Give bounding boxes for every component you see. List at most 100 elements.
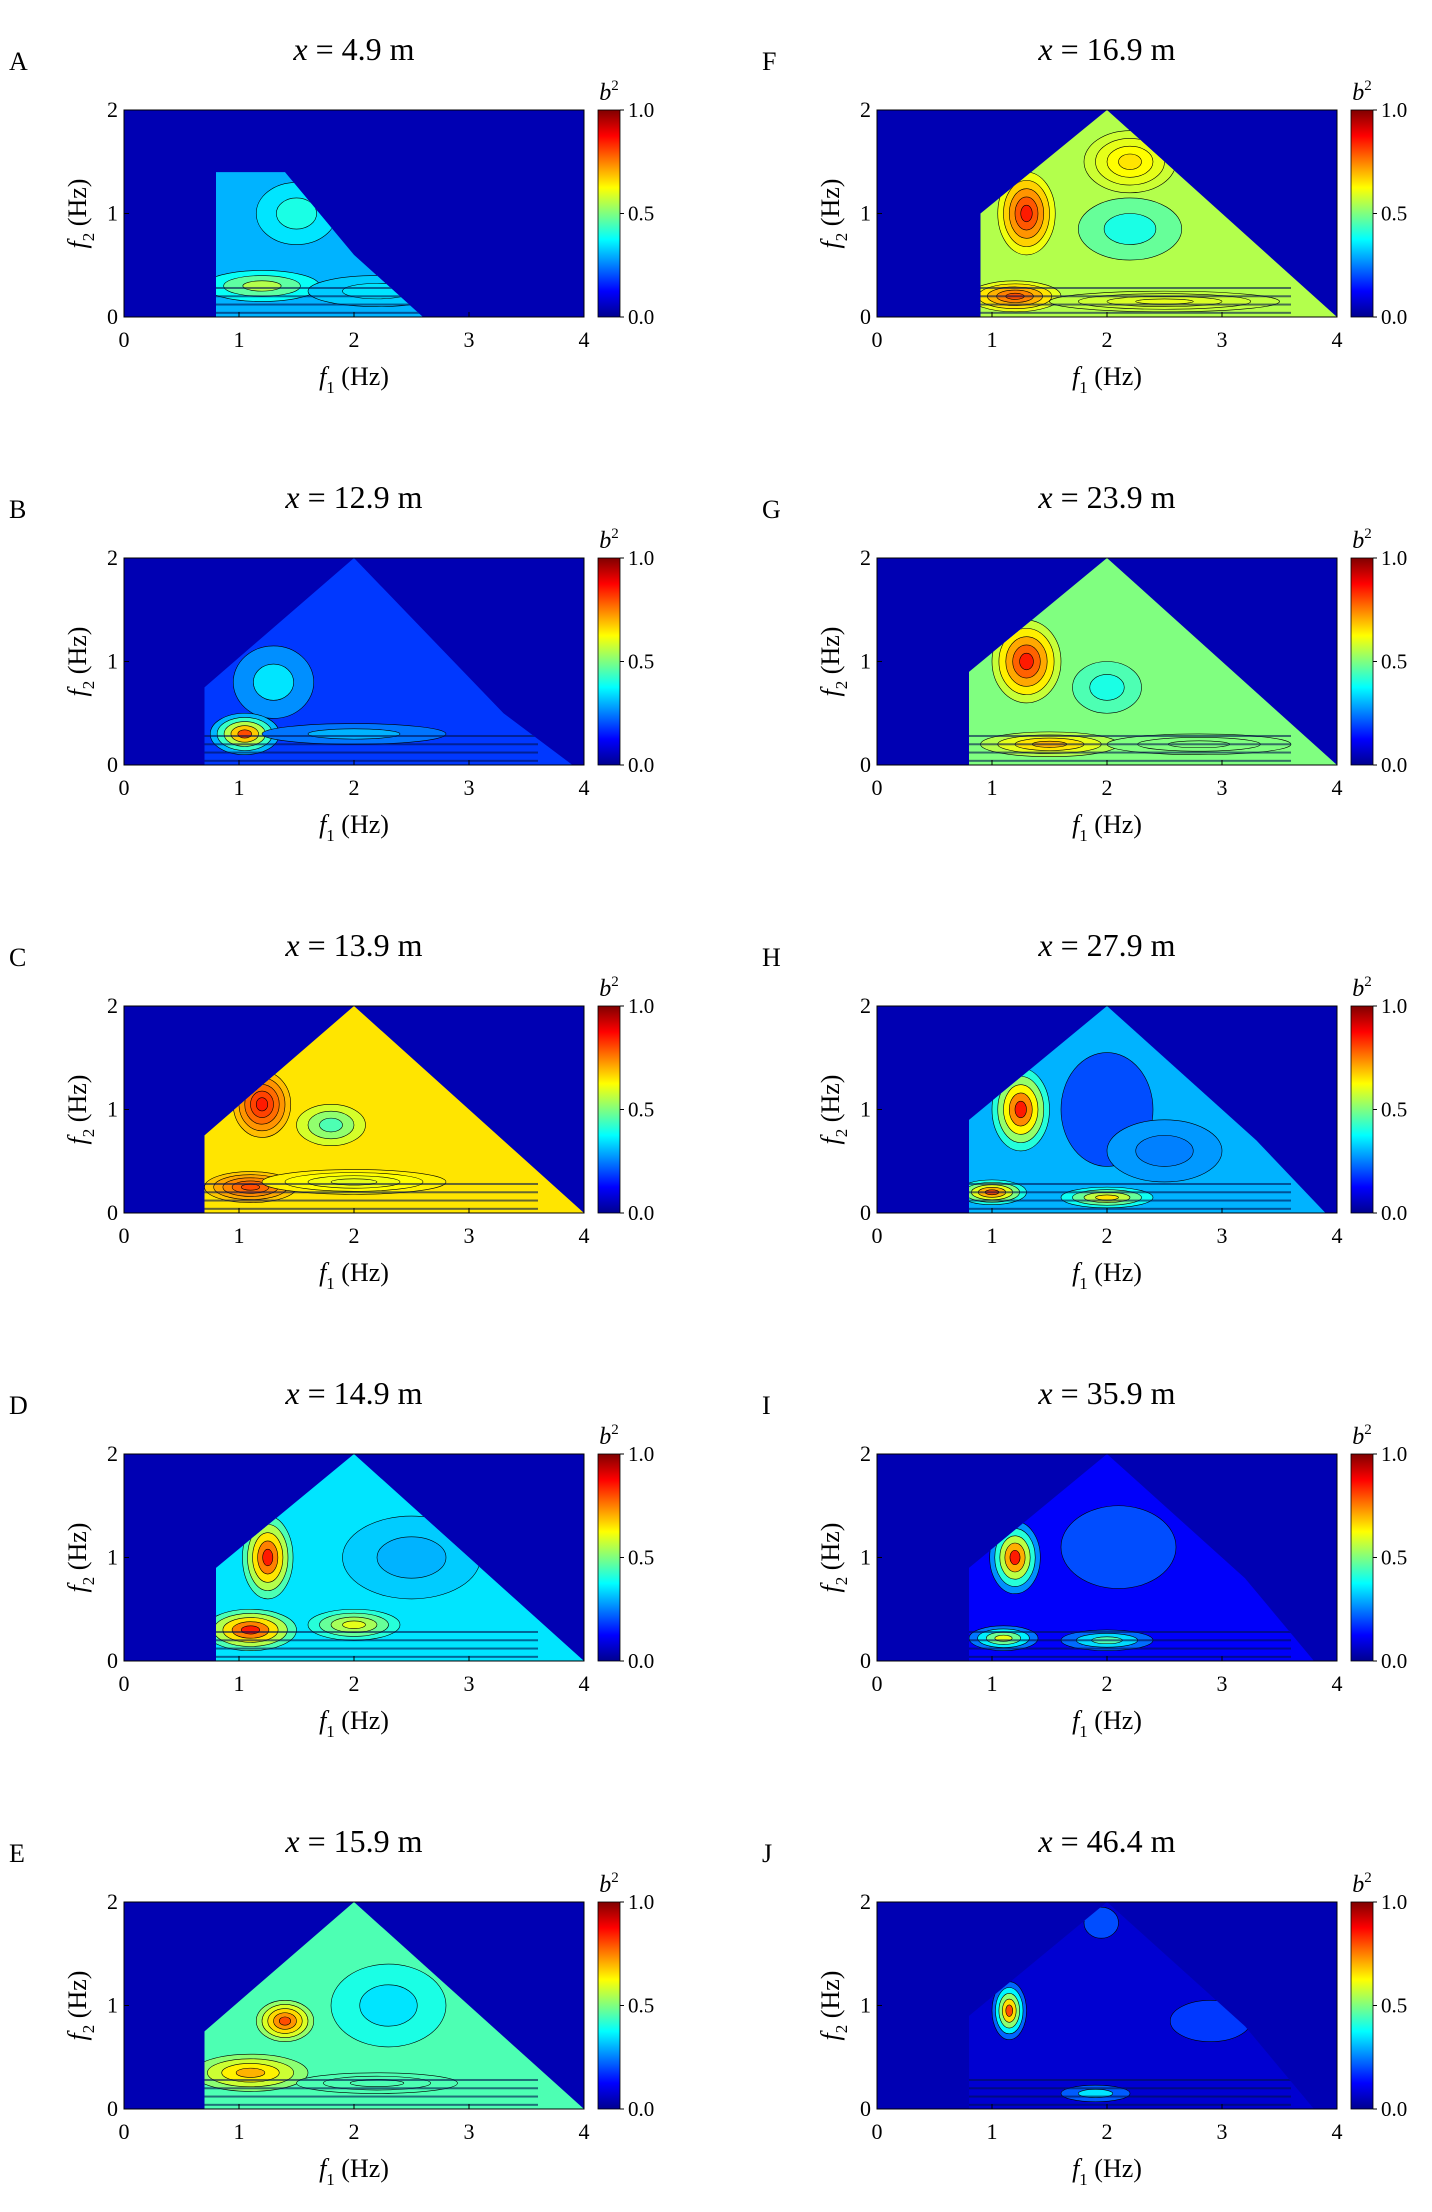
title-value: 35.9 xyxy=(1087,1375,1143,1411)
colorbar-label: b2 xyxy=(599,1870,619,1898)
contour-streak xyxy=(216,1655,538,1658)
colorbar-tick-label: 0.0 xyxy=(1381,305,1407,329)
contour-streak xyxy=(204,1182,538,1185)
y-tick-label: 2 xyxy=(107,1441,118,1466)
y-axis-subscript: 2 xyxy=(79,233,98,242)
title-unit: m xyxy=(390,479,423,515)
contour-level xyxy=(242,280,282,292)
contour-streak xyxy=(204,1207,538,1210)
x-tick-label: 4 xyxy=(579,1671,590,1696)
y-axis-subscript: 2 xyxy=(79,1129,98,1138)
y-axis-label: f2 (Hz) xyxy=(63,627,98,697)
panel-letter: A xyxy=(9,47,28,76)
title-value: 23.9 xyxy=(1087,479,1143,515)
colorbar-superscript: 2 xyxy=(611,78,619,94)
x-axis-label: f1 (Hz) xyxy=(319,810,389,845)
contour-streak xyxy=(969,751,1291,754)
x-tick-label: 4 xyxy=(1332,2119,1343,2144)
x-axis-subscript: 1 xyxy=(1079,1722,1088,1741)
y-tick-label: 0 xyxy=(860,1200,871,1225)
colorbar-tick-label: 1.0 xyxy=(1381,1442,1407,1466)
x-axis-symbol: f xyxy=(1072,2154,1083,2183)
x-axis-symbol: f xyxy=(319,1258,330,1287)
x-axis-label: f1 (Hz) xyxy=(319,2154,389,2189)
x-tick-label: 1 xyxy=(234,1671,245,1696)
contour-streak xyxy=(204,2103,538,2106)
x-tick-label: 2 xyxy=(1102,2119,1113,2144)
x-tick-label: 3 xyxy=(1217,775,1228,800)
contour-streak xyxy=(969,759,1291,762)
y-tick-label: 2 xyxy=(860,545,871,570)
x-tick-label: 3 xyxy=(1217,2119,1228,2144)
y-tick-label: 0 xyxy=(860,304,871,329)
y-tick-label: 1 xyxy=(860,649,871,674)
contour-streak xyxy=(216,1647,538,1650)
title-equals: = xyxy=(300,479,334,515)
x-axis-label: f1 (Hz) xyxy=(319,1706,389,1741)
title-unit: m xyxy=(1143,479,1176,515)
contour-streak xyxy=(969,1199,1291,1202)
colorbar-tick-label: 1.0 xyxy=(628,994,654,1018)
y-axis-label: f2 (Hz) xyxy=(816,1523,851,1593)
x-axis-subscript: 1 xyxy=(326,1722,335,1741)
contour-streak xyxy=(969,2087,1291,2090)
panel-title: x = 27.9 m xyxy=(1037,927,1175,963)
colorbar-tick-label: 0.0 xyxy=(1381,1201,1407,1225)
y-axis-symbol: f xyxy=(63,685,92,696)
x-tick-label: 0 xyxy=(119,2119,130,2144)
x-tick-label: 2 xyxy=(1102,327,1113,352)
contour-level xyxy=(253,663,294,701)
x-tick-label: 0 xyxy=(872,327,883,352)
y-axis-symbol: f xyxy=(63,1133,92,1144)
colorbar xyxy=(1350,1901,1374,2110)
contour-level xyxy=(1020,204,1033,223)
y-axis-label: f2 (Hz) xyxy=(816,179,851,249)
y-tick-label: 1 xyxy=(860,1993,871,2018)
x-tick-label: 0 xyxy=(872,775,883,800)
y-tick-label: 0 xyxy=(860,2096,871,2121)
y-axis-unit: (Hz) xyxy=(63,1075,92,1129)
title-value: 16.9 xyxy=(1087,31,1143,67)
colorbar-superscript: 2 xyxy=(611,1422,619,1438)
colorbar-symbol: b xyxy=(599,976,611,1002)
y-axis-symbol: f xyxy=(816,1133,845,1144)
y-axis-unit: (Hz) xyxy=(816,1523,845,1577)
title-value: 27.9 xyxy=(1087,927,1143,963)
x-axis-subscript: 1 xyxy=(326,826,335,845)
x-axis-label: f1 (Hz) xyxy=(1072,1258,1142,1293)
y-tick-label: 1 xyxy=(107,201,118,226)
x-axis-symbol: f xyxy=(1072,810,1083,839)
colorbar-tick-label: 1.0 xyxy=(628,98,654,122)
colorbar-tick-label: 1.0 xyxy=(1381,98,1407,122)
y-axis-symbol: f xyxy=(63,1581,92,1592)
x-axis-label: f1 (Hz) xyxy=(1072,2154,1142,2189)
y-tick-label: 2 xyxy=(860,993,871,1018)
panel-title: x = 46.4 m xyxy=(1037,1823,1175,1859)
x-axis-subscript: 1 xyxy=(326,2170,335,2189)
colorbar-tick-label: 1.0 xyxy=(1381,546,1407,570)
x-tick-label: 2 xyxy=(1102,775,1113,800)
contour-level xyxy=(307,728,401,740)
contour-level xyxy=(1005,2004,1013,2017)
colorbar xyxy=(1350,109,1374,318)
panel-letter: E xyxy=(9,1839,25,1868)
x-tick-label: 4 xyxy=(1332,1223,1343,1248)
x-axis-label: f1 (Hz) xyxy=(319,1258,389,1293)
colorbar-label: b2 xyxy=(1352,1422,1372,1450)
colorbar xyxy=(597,557,621,766)
contour-streak xyxy=(980,303,1291,306)
contour-level xyxy=(1060,1505,1177,1589)
panel-letter: I xyxy=(762,1391,771,1420)
colorbar-symbol: b xyxy=(599,80,611,106)
y-axis-label: f2 (Hz) xyxy=(63,1971,98,2041)
x-axis-label: f1 (Hz) xyxy=(1072,1706,1142,1741)
y-axis-label: f2 (Hz) xyxy=(63,1075,98,1145)
contour-streak xyxy=(204,734,538,737)
x-axis-unit: (Hz) xyxy=(335,2154,389,2183)
contour-streak xyxy=(969,2078,1291,2081)
y-axis-symbol: f xyxy=(816,2029,845,2040)
